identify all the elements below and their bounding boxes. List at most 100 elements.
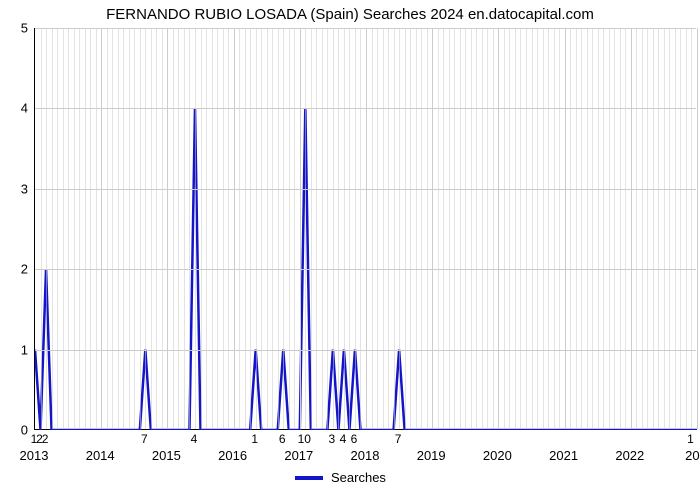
- gridline-vertical: [548, 28, 549, 429]
- gridline-vertical: [482, 28, 483, 429]
- gridline-horizontal: [35, 350, 696, 351]
- gridline-vertical: [272, 28, 273, 429]
- gridline-vertical: [471, 28, 472, 429]
- y-tick-label: 0: [14, 423, 28, 438]
- gridline-vertical: [460, 28, 461, 429]
- gridline-vertical: [680, 28, 681, 429]
- gridline-vertical: [294, 28, 295, 429]
- gridline-vertical: [212, 28, 213, 429]
- gridline-vertical: [543, 28, 544, 429]
- gridline-vertical: [449, 28, 450, 429]
- x-tick-label: 2020: [483, 448, 512, 463]
- gridline-vertical: [598, 28, 599, 429]
- gridline-vertical: [107, 28, 108, 429]
- gridline-vertical: [592, 28, 593, 429]
- gridline-vertical: [664, 28, 665, 429]
- gridline-vertical: [647, 28, 648, 429]
- gridline-vertical: [532, 28, 533, 429]
- gridline-vertical: [289, 28, 290, 429]
- gridline-vertical: [300, 28, 301, 429]
- gridline-horizontal: [35, 28, 696, 29]
- gridline-vertical: [189, 28, 190, 429]
- gridline-vertical: [167, 28, 168, 429]
- gridline-vertical: [85, 28, 86, 429]
- gridline-vertical: [68, 28, 69, 429]
- gridline-vertical: [526, 28, 527, 429]
- x-tick-label: 2015: [152, 448, 181, 463]
- gridline-vertical: [620, 28, 621, 429]
- x-annotation-label: 10: [298, 432, 311, 446]
- gridline-vertical: [140, 28, 141, 429]
- gridline-vertical: [79, 28, 80, 429]
- legend-label: Searches: [331, 470, 386, 485]
- x-annotation-label: 7: [395, 432, 402, 446]
- gridline-horizontal: [35, 108, 696, 109]
- gridline-vertical: [355, 28, 356, 429]
- x-annotation-label: 6: [279, 432, 286, 446]
- x-tick-label: 2016: [218, 448, 247, 463]
- gridline-vertical: [465, 28, 466, 429]
- gridline-vertical: [625, 28, 626, 429]
- gridline-vertical: [360, 28, 361, 429]
- y-tick-label: 1: [14, 342, 28, 357]
- x-tick-label: 2013: [20, 448, 49, 463]
- gridline-vertical: [576, 28, 577, 429]
- y-tick-label: 4: [14, 101, 28, 116]
- gridline-vertical: [57, 28, 58, 429]
- gridline-vertical: [134, 28, 135, 429]
- gridline-vertical: [41, 28, 42, 429]
- gridline-vertical: [333, 28, 334, 429]
- gridline-vertical: [123, 28, 124, 429]
- gridline-vertical: [256, 28, 257, 429]
- gridline-vertical: [96, 28, 97, 429]
- y-tick-label: 3: [14, 181, 28, 196]
- gridline-vertical: [493, 28, 494, 429]
- gridline-vertical: [642, 28, 643, 429]
- gridline-vertical: [438, 28, 439, 429]
- chart-container: FERNANDO RUBIO LOSADA (Spain) Searches 2…: [0, 0, 700, 500]
- chart-title: FERNANDO RUBIO LOSADA (Spain) Searches 2…: [0, 6, 700, 23]
- gridline-vertical: [653, 28, 654, 429]
- x-tick-label: 2021: [549, 448, 578, 463]
- gridline-vertical: [383, 28, 384, 429]
- gridline-vertical: [565, 28, 566, 429]
- gridline-vertical: [349, 28, 350, 429]
- gridline-vertical: [520, 28, 521, 429]
- gridline-vertical: [178, 28, 179, 429]
- gridline-vertical: [509, 28, 510, 429]
- x-annotation-label: 7: [141, 432, 148, 446]
- gridline-vertical: [658, 28, 659, 429]
- gridline-vertical: [278, 28, 279, 429]
- gridline-vertical: [217, 28, 218, 429]
- x-annotation-label: 2: [42, 432, 49, 446]
- y-tick-label: 2: [14, 262, 28, 277]
- gridline-vertical: [454, 28, 455, 429]
- gridline-vertical: [614, 28, 615, 429]
- gridline-vertical: [515, 28, 516, 429]
- gridline-vertical: [52, 28, 53, 429]
- gridline-vertical: [112, 28, 113, 429]
- gridline-vertical: [206, 28, 207, 429]
- gridline-vertical: [443, 28, 444, 429]
- x-tick-label: 2022: [615, 448, 644, 463]
- gridline-vertical: [162, 28, 163, 429]
- gridline-vertical: [609, 28, 610, 429]
- gridline-vertical: [245, 28, 246, 429]
- gridline-vertical: [581, 28, 582, 429]
- x-annotation-label: 1: [687, 432, 694, 446]
- gridline-vertical: [691, 28, 692, 429]
- legend-swatch: [295, 476, 323, 480]
- gridline-vertical: [322, 28, 323, 429]
- gridline-vertical: [118, 28, 119, 429]
- gridline-vertical: [283, 28, 284, 429]
- x-tick-label: 2017: [284, 448, 313, 463]
- gridline-vertical: [697, 28, 698, 429]
- gridline-vertical: [537, 28, 538, 429]
- gridline-vertical: [372, 28, 373, 429]
- x-tick-label: 202: [685, 448, 700, 463]
- gridline-vertical: [223, 28, 224, 429]
- gridline-vertical: [151, 28, 152, 429]
- x-tick-label: 2019: [417, 448, 446, 463]
- gridline-vertical: [250, 28, 251, 429]
- gridline-vertical: [338, 28, 339, 429]
